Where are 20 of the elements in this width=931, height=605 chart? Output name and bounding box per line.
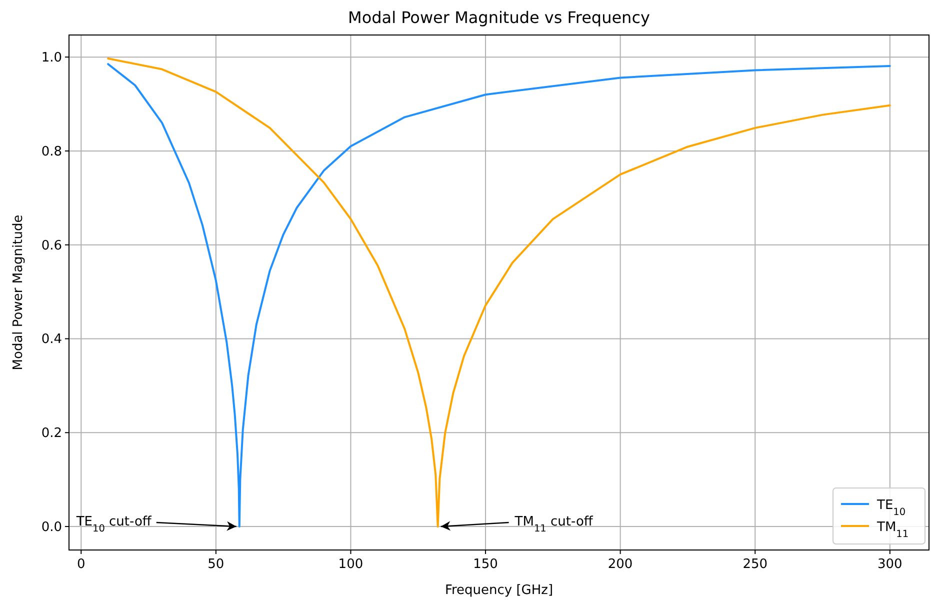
y-tick-label: 1.0 <box>41 50 62 66</box>
x-tick-label: 300 <box>877 557 902 572</box>
legend-label: TE$_{10}$ <box>876 498 906 518</box>
x-tick-label: 250 <box>742 557 768 572</box>
x-tick-label: 0 <box>76 557 86 572</box>
chart-title: Modal Power Magnitude vs Frequency <box>348 8 650 27</box>
y-axis-title: Modal Power Magnitude <box>11 214 26 370</box>
y-tick-label: 0.0 <box>41 520 62 536</box>
annotation: TM$_{11}$ cut-off <box>514 514 594 534</box>
legend-label: TM$_{11}$ <box>876 520 909 540</box>
y-tick-label: 0.6 <box>41 238 62 254</box>
y-tick-label: 0.4 <box>41 332 62 348</box>
x-tick-label: 100 <box>338 557 364 572</box>
x-tick-label: 50 <box>208 557 224 572</box>
y-tick-label: 0.8 <box>41 144 62 160</box>
annotation: TE$_{10}$ cut-off <box>75 514 152 534</box>
x-tick-label: 200 <box>608 557 633 572</box>
x-axis-title: Frequency [GHz] <box>444 583 554 598</box>
x-tick-label: 150 <box>473 557 498 572</box>
y-tick-label: 0.2 <box>41 426 62 442</box>
